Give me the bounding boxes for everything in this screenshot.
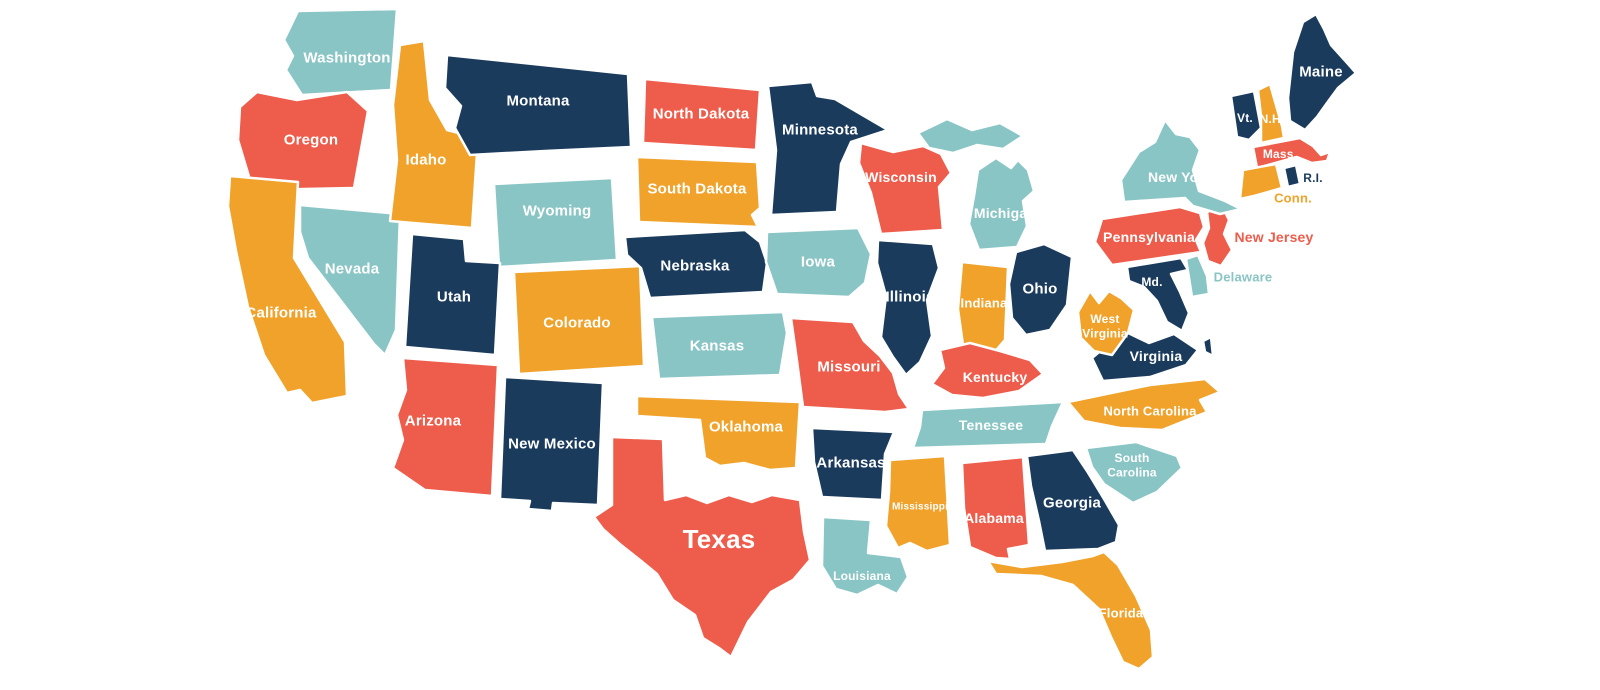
state-new-york: New York: [1119, 118, 1243, 216]
state-shape-arizona: [391, 356, 500, 498]
state-new-hampshire: N.H.: [1256, 82, 1286, 145]
state-kentucky: Kentucky: [930, 341, 1045, 400]
state-rhode-island: R.I.: [1282, 163, 1323, 189]
state-label-rhode-island: R.I.: [1303, 171, 1322, 185]
state-shape-alabama: [960, 455, 1031, 561]
state-shape-new-jersey: [1201, 204, 1234, 268]
state-shape-nevada: [298, 203, 402, 357]
state-florida: Florida: [986, 550, 1155, 671]
state-nebraska: Nebraska: [623, 228, 769, 300]
state-shape-massachusetts: [1251, 136, 1332, 170]
state-mississippi: Mississippi: [884, 454, 952, 553]
state-washington: Washington: [282, 7, 399, 97]
state-vermont: Vt.: [1229, 89, 1263, 142]
state-shape-wyoming: [492, 176, 619, 269]
state-ohio: Ohio: [1007, 242, 1074, 337]
state-label-new-jersey: New Jersey: [1234, 229, 1313, 245]
state-shape-montana: [443, 53, 633, 157]
state-shape-arkansas: [810, 426, 896, 502]
state-shape-virginia: [1201, 335, 1215, 358]
state-pennsylvania: Pennsylvania: [1093, 205, 1206, 267]
state-shape-washington: [282, 7, 399, 97]
state-arkansas: Arkansas: [810, 426, 896, 502]
state-shape-ohio: [1007, 242, 1074, 337]
state-shape-michigan: [967, 156, 1036, 252]
state-label-connecticut: Conn.: [1274, 191, 1312, 206]
state-shape-idaho: [388, 39, 480, 230]
state-shape-california: [226, 174, 349, 405]
state-shape-west-virginia: [1076, 289, 1136, 357]
state-shape-rhode-island: [1282, 163, 1302, 189]
state-new-mexico: New Mexico: [498, 375, 605, 513]
state-colorado: Colorado: [512, 264, 646, 376]
state-connecticut: Conn.: [1238, 162, 1312, 206]
state-montana: Montana: [443, 53, 633, 157]
state-shape-florida: [986, 550, 1155, 671]
state-shape-minnesota: [766, 80, 890, 217]
state-shape-iowa: [764, 226, 873, 299]
state-shape-mississippi: [884, 454, 952, 553]
state-shape-georgia: [1025, 448, 1121, 553]
state-shape-indiana: [956, 260, 1010, 357]
state-shape-maryland: [1125, 256, 1191, 333]
state-south-dakota: South Dakota: [635, 155, 762, 229]
state-shape-south-carolina: [1084, 440, 1184, 505]
state-north-carolina: North Carolina: [1066, 377, 1222, 432]
state-delaware: Delaware: [1184, 253, 1273, 299]
state-tennessee: Tenessee: [911, 400, 1065, 450]
state-shape-north-carolina: [1066, 377, 1222, 432]
state-shape-kansas: [650, 310, 789, 381]
state-shape-new-mexico: [498, 375, 605, 513]
state-shape-delaware: [1184, 253, 1211, 299]
state-illinois: Illinois: [875, 238, 941, 377]
state-shape-wisconsin: [857, 141, 953, 236]
state-shape-north-dakota: [641, 77, 762, 152]
state-wyoming: Wyoming: [492, 176, 619, 269]
state-wisconsin: Wisconsin: [857, 141, 953, 236]
state-north-dakota: North Dakota: [641, 77, 762, 152]
state-utah: Utah: [403, 232, 502, 357]
state-shape-connecticut: [1238, 162, 1284, 201]
state-shape-missouri: [789, 316, 911, 414]
state-shape-oregon: [236, 90, 370, 192]
state-shape-new-hampshire: [1256, 82, 1286, 145]
state-maryland: Md.: [1125, 256, 1191, 333]
state-shape-nebraska: [623, 228, 769, 300]
state-arizona: Arizona: [391, 356, 500, 498]
state-shape-tennessee: [911, 400, 1065, 450]
state-label-delaware: Delaware: [1214, 270, 1273, 285]
state-shape-colorado: [512, 264, 646, 376]
state-oregon: Oregon: [236, 90, 370, 192]
state-shape-pennsylvania: [1093, 205, 1206, 267]
state-shape-michigan: [916, 117, 1025, 155]
state-shape-kentucky: [930, 341, 1045, 400]
state-maine: Maine: [1286, 12, 1358, 132]
state-kansas: Kansas: [650, 310, 789, 381]
state-iowa: Iowa: [764, 226, 873, 299]
state-shape-maine: [1286, 12, 1358, 132]
state-alabama: Alabama: [960, 455, 1031, 561]
state-shape-utah: [403, 232, 502, 357]
state-indiana: Indiana: [956, 260, 1010, 357]
state-shape-illinois: [875, 238, 941, 377]
state-shape-oklahoma: [635, 394, 802, 472]
state-shape-south-dakota: [635, 155, 762, 229]
state-shape-new-york: [1119, 118, 1243, 216]
state-shape-vermont: [1229, 89, 1263, 142]
state-shape-louisiana: [820, 515, 910, 597]
state-shape-texas: [592, 435, 812, 659]
